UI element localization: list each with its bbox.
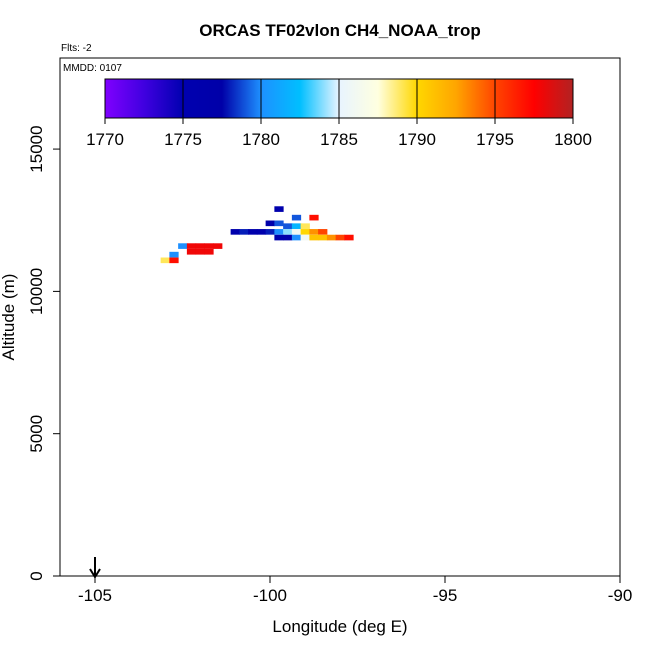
data-cell — [291, 234, 302, 241]
data-cell — [178, 243, 188, 249]
data-cell — [326, 234, 337, 241]
data-cell — [265, 220, 275, 227]
data-cell — [283, 234, 293, 241]
x-tick-label: -95 — [433, 586, 458, 605]
colorbar-tick-label: 1785 — [320, 130, 358, 149]
data-cell — [230, 229, 240, 235]
y-tick-label: 15000 — [27, 125, 46, 172]
colorbar-tick-label: 1775 — [164, 130, 202, 149]
x-tick-label: -105 — [78, 586, 112, 605]
x-axis: -105 -100 -95 -90 — [78, 576, 632, 605]
data-cell — [283, 229, 293, 235]
y-tick-label: 10000 — [27, 268, 46, 315]
colorbar: 1770 1775 1780 1785 1790 1795 1800 — [86, 78, 592, 149]
data-cell — [248, 229, 258, 235]
data-cell — [256, 229, 267, 235]
data-cell — [274, 206, 284, 212]
data-cell — [274, 220, 284, 227]
data-cell — [291, 214, 302, 221]
data-cell — [291, 229, 302, 235]
data-cell — [335, 234, 345, 241]
data-cell — [344, 234, 354, 241]
chart-title: ORCAS TF02vlon CH4_NOAA_trop — [199, 21, 480, 40]
data-cell — [265, 229, 275, 235]
y-axis: 0 5000 10000 15000 — [27, 125, 60, 581]
data-cell — [309, 214, 319, 221]
data-cell — [274, 229, 284, 235]
y-axis-label: Altitude (m) — [0, 274, 18, 361]
data-cell — [169, 257, 179, 264]
colorbar-tick-label: 1770 — [86, 130, 124, 149]
data-cell — [300, 223, 310, 229]
data-cell — [309, 234, 319, 241]
mmdd-label: MMDD: 0107 — [63, 63, 122, 74]
data-cell — [318, 229, 328, 235]
data-cells — [160, 206, 354, 264]
data-cell — [300, 234, 310, 241]
x-tick-label: -100 — [253, 586, 287, 605]
data-cell — [195, 243, 205, 249]
y-tick-label: 0 — [27, 571, 46, 580]
x-axis-label: Longitude (deg E) — [272, 617, 407, 636]
data-cell — [309, 229, 319, 235]
colorbar-ticks: 1770 1775 1780 1785 1790 1795 1800 — [86, 79, 592, 149]
data-cell — [318, 234, 328, 241]
data-cell — [291, 223, 302, 229]
data-cell — [186, 243, 197, 249]
data-cell — [169, 251, 179, 258]
flights-label: Flts: -2 — [61, 43, 92, 54]
colorbar-tick-label: 1800 — [554, 130, 592, 149]
colorbar-tick-label: 1795 — [476, 130, 514, 149]
data-cell — [274, 234, 284, 241]
data-cell — [204, 248, 214, 255]
data-cell — [300, 229, 310, 235]
data-cell — [213, 243, 223, 249]
data-cell — [204, 243, 214, 249]
data-cell — [195, 248, 205, 255]
y-tick-label: 5000 — [27, 415, 46, 453]
data-cell — [239, 229, 249, 235]
down-arrow-icon — [89, 557, 101, 579]
plot-area — [59, 57, 621, 577]
colorbar-tick-label: 1790 — [398, 130, 436, 149]
data-cell — [160, 257, 170, 264]
data-cell — [186, 248, 197, 255]
colorbar-tick-label: 1780 — [242, 130, 280, 149]
data-cell — [283, 223, 293, 229]
x-tick-label: -90 — [608, 586, 633, 605]
